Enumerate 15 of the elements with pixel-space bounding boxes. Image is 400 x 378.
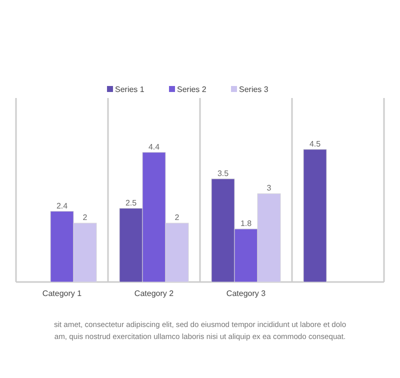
legend-label: Series 3 <box>239 85 269 94</box>
x-tick-label: Category 3 <box>226 289 266 298</box>
legend-label: Series 2 <box>177 85 207 94</box>
data-label: 2 <box>174 213 180 222</box>
data-label: 3 <box>266 184 272 193</box>
data-label: 2.4 <box>56 201 68 210</box>
data-label: 2.5 <box>125 198 138 208</box>
data-label: 4.4 <box>148 142 160 152</box>
data-label: 4.5 <box>309 139 322 148</box>
data-label: 3.5 <box>217 168 230 178</box>
legend-label: Series 1 <box>115 85 145 94</box>
x-tick-label: Category 1 <box>42 289 82 298</box>
data-label: 1.8 <box>240 218 252 228</box>
x-tick-label: Category 2 <box>134 289 174 298</box>
data-label: 2 <box>82 213 88 222</box>
